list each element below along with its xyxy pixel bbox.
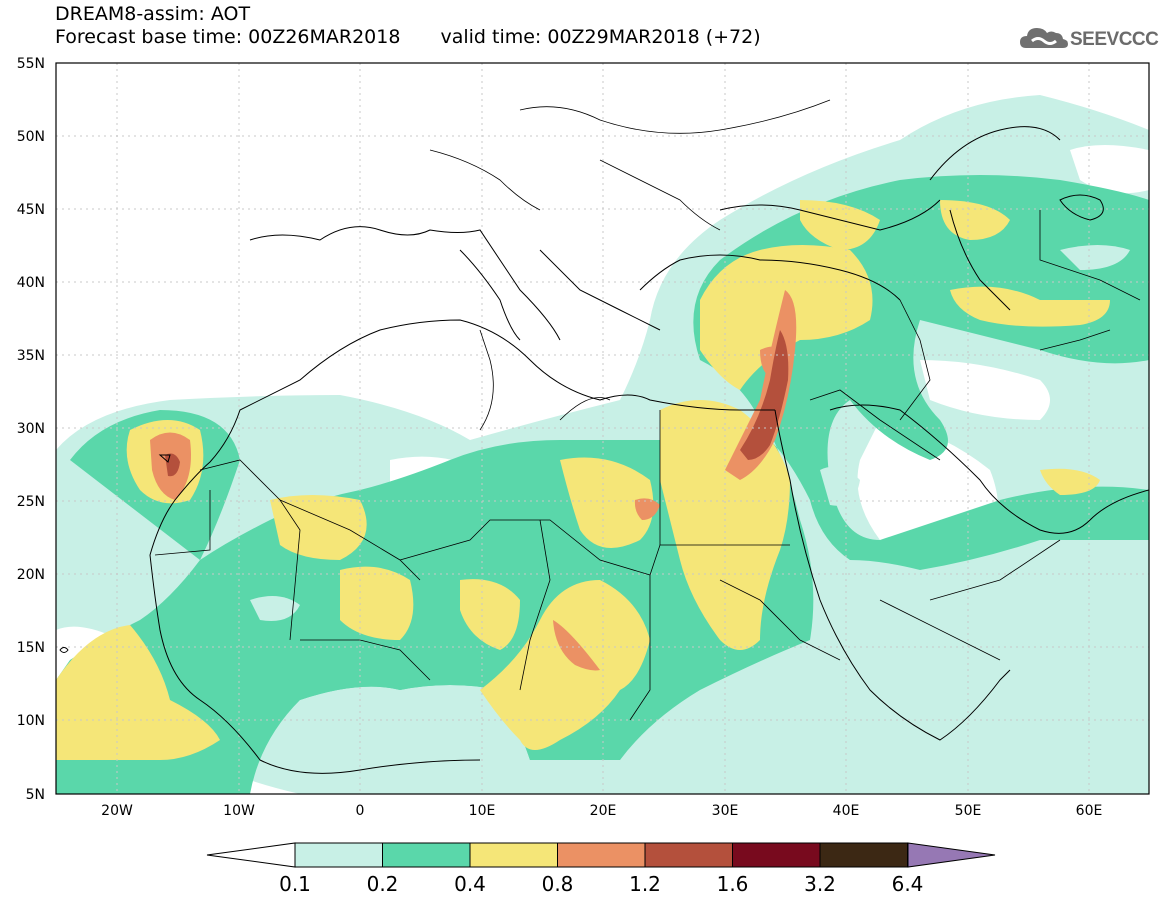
colorbar-under-arrow [206,842,296,868]
lon-label: 10E [469,803,496,819]
lat-label: 45N [17,202,45,218]
lon-label: 20E [590,803,617,819]
base-time: Forecast base time: 00Z26MAR2018 [55,26,401,48]
lat-label: 55N [17,56,45,72]
coastlines [59,126,1149,774]
colorbar-tick-label: 0.2 [366,872,399,896]
colorbar-tick-label: 1.2 [629,872,661,896]
colorbar-cell [294,842,383,868]
lon-label: 60E [1076,803,1103,819]
aot-band-0.1-pockets [250,245,1130,621]
seevccc-logo: SEEVCCC [1018,22,1159,56]
colorbar-cell [732,842,821,868]
colorbar-cell [469,842,558,868]
lat-label: 25N [17,494,45,510]
lat-label: 30N [17,421,45,437]
colorbar-cell [557,842,646,868]
country-borders [154,99,1141,721]
colorbar-cell [644,842,733,868]
lat-label: 35N [17,348,45,364]
lon-label: 40E [833,803,860,819]
lat-label: 5N [26,787,45,803]
lon-label: 30E [712,803,739,819]
logo-text: SEEVCCC [1070,29,1159,50]
lon-labels: 20W 10W 0 10E 20E 30E 40E 50E 60E [101,803,1102,819]
lat-label: 15N [17,640,45,656]
colorbar-tick-label: 0.4 [454,872,486,896]
cloud-icon [1020,28,1068,48]
colorbar-tick-label: 1.6 [716,872,749,896]
lon-label: 50E [955,803,982,819]
colorbar-tick-label: 0.8 [541,872,574,896]
map-frame [55,62,1150,795]
map-title: DREAM8-assim: AOT [55,3,251,25]
lat-label: 20N [17,567,45,583]
colorbar-over-arrow [907,842,996,868]
colorbar [206,842,996,868]
lat-label: 40N [17,275,45,291]
colorbar-tick-label: 3.2 [804,872,836,896]
lon-label: 20W [101,803,133,819]
lon-label: 10W [223,803,255,819]
colorbar-cell [382,842,471,868]
graticule [56,63,1149,794]
map-subtitle: Forecast base time: 00Z26MAR2018 valid ti… [55,26,761,48]
aot-band-none [56,63,1149,554]
colorbar-cell [819,842,908,868]
lat-label: 50N [17,129,45,145]
lat-labels: 55N 50N 45N 40N 35N 30N 25N 20N 15N 10N … [17,56,45,803]
lon-label: 0 [356,803,365,819]
lat-label: 10N [17,713,45,729]
colorbar-tick-label: 0.1 [279,872,311,896]
colorbar-tick-label: 6.4 [891,872,924,896]
valid-time: valid time: 00Z29MAR2018 (+72) [440,26,761,48]
